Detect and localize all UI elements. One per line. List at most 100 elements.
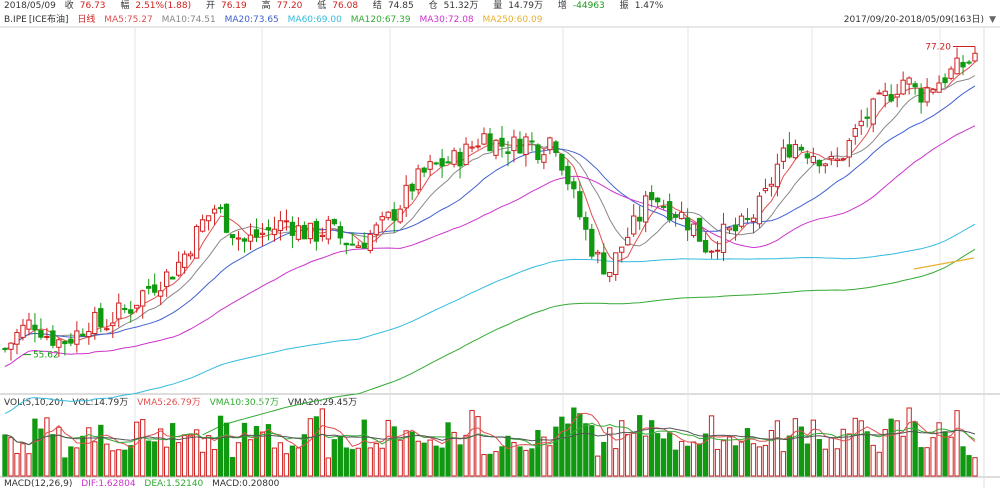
candle-body (487, 133, 493, 152)
volume-bar (205, 435, 212, 477)
symbol-code: B.IPE (4, 15, 27, 25)
candle-body (774, 163, 781, 188)
candle-body (397, 208, 403, 223)
vma5-legend: VMA5:26.79万 (137, 398, 201, 408)
candle-body (810, 156, 816, 163)
candle-body (199, 219, 206, 232)
range-dropdown-icon[interactable]: ▼ (989, 15, 996, 25)
volume-bar (798, 426, 805, 477)
volume-bar (146, 440, 152, 477)
ma60-line (4, 223, 976, 415)
ma120-line (202, 248, 976, 436)
volume-bar (373, 443, 379, 477)
volume-bar (523, 449, 529, 477)
candle-body (517, 138, 523, 154)
candle-body (253, 229, 260, 238)
volume-bar (283, 453, 290, 477)
volume-bar (726, 436, 733, 477)
volume-bar (619, 420, 625, 477)
candle-body (403, 184, 409, 209)
volume-bar (433, 445, 439, 477)
candle-body (655, 197, 661, 203)
period-label[interactable]: 日线 (77, 15, 96, 25)
volume-bar (571, 407, 577, 477)
candle-body (571, 181, 577, 190)
volume-bar (415, 440, 421, 477)
candle-body (834, 158, 840, 162)
volume-bar (385, 420, 391, 477)
candle-body (361, 242, 367, 249)
candle-body (822, 163, 828, 167)
volume-bar (529, 448, 535, 477)
candle-body (918, 88, 924, 103)
ma20-legend: MA20:73.65 (224, 15, 279, 25)
candle-body (146, 286, 152, 289)
macd-legend: MACD(12,26,9) DIF:1.62804 DEA:1.52140 MA… (4, 478, 285, 490)
volume-bar (463, 434, 469, 477)
candle-body (26, 319, 32, 330)
min-price-label: 55.62 (33, 351, 59, 361)
high-value: 77.20 (276, 1, 303, 11)
candle-body (307, 222, 314, 240)
candle-body (828, 155, 834, 160)
candle-body (499, 137, 505, 147)
volume-bar (62, 457, 68, 477)
volume-bar (295, 447, 302, 477)
volume-bar (936, 422, 942, 477)
volume-bar (744, 428, 751, 477)
close-value: 76.73 (79, 1, 106, 11)
candle-body (116, 302, 122, 320)
volume-bar (649, 420, 655, 477)
volume-bar (409, 431, 415, 477)
volume-bar (367, 447, 373, 477)
candle-body (912, 83, 918, 88)
volume-bar (643, 435, 649, 477)
candle-body (840, 158, 846, 161)
candle-body (535, 144, 541, 161)
candle-body (181, 253, 188, 268)
volume-bar (816, 439, 822, 477)
volume-bar (714, 448, 721, 477)
candle-body (283, 220, 290, 223)
candle-body (110, 322, 116, 327)
volume-bar (247, 439, 254, 477)
volume-bar (241, 422, 248, 477)
volume-bar (301, 434, 308, 477)
volume-bar (732, 445, 739, 477)
candle-body (2, 347, 8, 350)
candle-body (559, 154, 565, 171)
volume-bar (164, 446, 170, 477)
candle-body (882, 90, 888, 96)
ma20-line (4, 85, 976, 350)
candle-body (481, 133, 487, 145)
volume-bar (972, 457, 978, 477)
candle-body (726, 227, 733, 231)
volume-bar (960, 446, 966, 477)
candle-body (756, 195, 763, 225)
volume-bar (487, 453, 493, 477)
vma5-line (4, 412, 976, 450)
candle-body (80, 333, 86, 337)
volume-bar (211, 449, 218, 477)
moving-average-lines (4, 61, 976, 436)
volume-bar (613, 448, 619, 477)
candle-body (565, 165, 571, 185)
volume-bar (750, 443, 757, 477)
volume-bar (289, 445, 296, 477)
candle-body (343, 242, 349, 246)
volume-bar (86, 427, 92, 477)
candle-body (475, 145, 481, 148)
ma250-line (913, 257, 975, 270)
close-label: 收 (64, 1, 74, 11)
candle-body (439, 158, 445, 167)
volume-bar (738, 440, 745, 477)
volume-bar (918, 447, 924, 477)
volume-bar (475, 416, 481, 477)
ma5-legend: MA5:75.27 (104, 15, 153, 25)
volume-bar (116, 449, 122, 477)
candle-body (852, 127, 858, 137)
candle-body (319, 234, 325, 237)
volume-bar (134, 421, 140, 477)
candle-body (259, 232, 266, 235)
